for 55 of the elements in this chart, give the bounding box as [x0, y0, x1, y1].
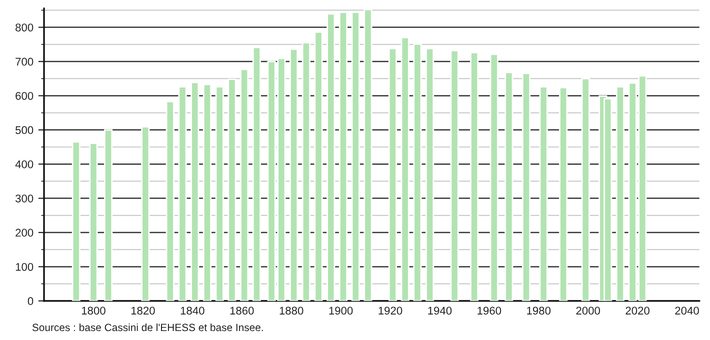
bar: [351, 12, 360, 301]
bar: [400, 36, 410, 301]
bar: [450, 50, 459, 301]
y-tick-label: 600: [16, 92, 34, 100]
bar: [314, 31, 323, 301]
bar: [252, 46, 261, 301]
bar: [166, 100, 174, 301]
bar: [178, 86, 187, 301]
bar: [240, 68, 249, 301]
x-tick-label: 1980: [527, 306, 551, 315]
x-tick-label: 1860: [230, 306, 254, 315]
bar: [104, 129, 113, 301]
y-tick-label: 0: [28, 297, 34, 306]
bar: [426, 48, 434, 301]
bar: [490, 54, 498, 301]
bar: [581, 78, 590, 301]
y-tick-label: 800: [16, 24, 34, 32]
x-tick-label: 2040: [675, 306, 699, 315]
source-note: Sources : base Cassini de l'EHESS et base Insee.: [32, 323, 263, 332]
x-tick-label: 1920: [378, 306, 402, 315]
bar: [89, 142, 98, 301]
bar: [326, 13, 336, 301]
x-tick-label: 1940: [428, 306, 452, 315]
y-tick-label: 100: [16, 262, 34, 271]
y-tick-label: 400: [15, 160, 34, 168]
y-tick-label: 700: [16, 58, 34, 66]
bar: [338, 12, 348, 301]
x-tick-label: 1960: [478, 306, 502, 315]
bar: [522, 72, 531, 301]
bar: [539, 86, 548, 301]
bar: [388, 48, 397, 301]
x-tick-label: 1820: [131, 306, 155, 315]
bar: [190, 82, 200, 301]
y-tick-label: 200: [16, 228, 34, 237]
bar: [364, 8, 372, 301]
bar: [215, 86, 224, 301]
x-tick-label: 1840: [180, 306, 204, 315]
x-tick-label: 1800: [82, 306, 106, 315]
bar: [616, 86, 624, 301]
bar: [302, 42, 310, 301]
bar: [202, 84, 212, 301]
bar: [413, 43, 422, 301]
y-tick-label: 300: [15, 194, 34, 202]
bar: [290, 48, 298, 301]
x-tick-label: 2020: [626, 306, 650, 315]
bar: [504, 72, 514, 301]
x-tick-label: 1900: [329, 306, 353, 315]
bar: [559, 86, 568, 301]
bar: [470, 52, 479, 301]
x-tick-label: 1880: [280, 306, 304, 315]
bar: [228, 78, 236, 301]
x-tick-label: 2000: [576, 306, 600, 315]
bar: [141, 126, 150, 301]
y-tick-label: 500: [16, 126, 34, 134]
bar: [72, 141, 80, 301]
